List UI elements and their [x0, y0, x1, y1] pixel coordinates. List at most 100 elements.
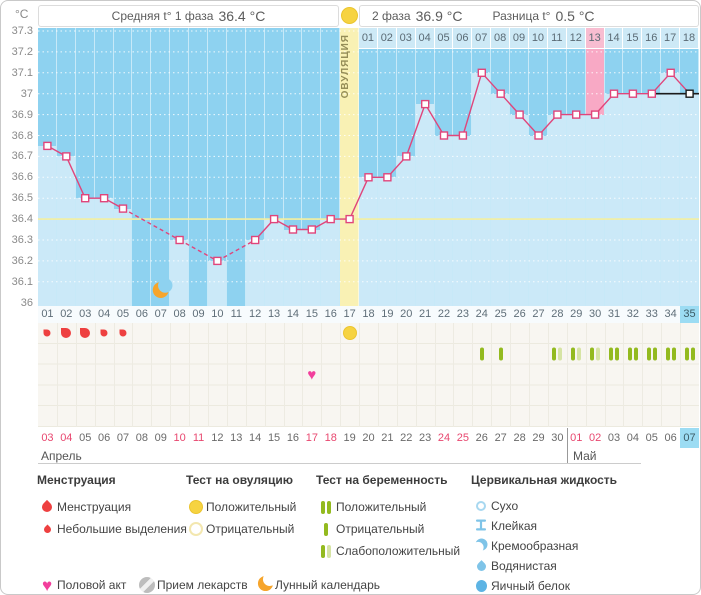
chart-day-column-13[interactable]	[264, 28, 284, 306]
chart-day-column-31[interactable]	[604, 28, 624, 306]
cycle-day-12[interactable]: 12	[249, 308, 262, 320]
date-10[interactable]: 10	[173, 432, 186, 444]
date-04[interactable]: 04	[626, 432, 640, 444]
chart-day-column-15[interactable]	[302, 28, 322, 306]
chart-day-column-27[interactable]	[529, 28, 548, 306]
chart-day-column-05[interactable]	[113, 28, 133, 306]
cycle-day-17[interactable]: 17	[343, 308, 356, 320]
date-08[interactable]: 08	[135, 432, 148, 444]
chart-day-column-09[interactable]	[189, 28, 208, 306]
cycle-day-16[interactable]: 16	[324, 308, 337, 320]
date-20[interactable]: 20	[362, 432, 375, 444]
chart-day-column-03[interactable]	[75, 28, 95, 306]
date-05[interactable]: 05	[79, 432, 92, 444]
cycle-day-11[interactable]: 11	[230, 308, 242, 320]
cycle-day-10[interactable]: 10	[211, 308, 224, 320]
cycle-day-13[interactable]: 13	[267, 308, 281, 320]
date-29[interactable]: 29	[532, 432, 545, 444]
chart-day-column-08[interactable]	[170, 28, 190, 306]
date-15[interactable]: 15	[267, 432, 281, 444]
date-04[interactable]: 04	[60, 432, 73, 444]
chart-day-column-35[interactable]	[680, 28, 699, 306]
date-07[interactable]: 07	[116, 432, 130, 444]
date-06[interactable]: 06	[97, 432, 111, 444]
date-26[interactable]: 26	[475, 432, 488, 444]
bbt-chart-plot[interactable]: ОВУЛЯЦИЯ	[38, 28, 699, 306]
date-27[interactable]: 27	[494, 432, 507, 444]
date-12[interactable]: 12	[211, 432, 224, 444]
cycle-day-04[interactable]: 04	[97, 308, 111, 320]
date-06[interactable]: 06	[664, 432, 677, 444]
chart-day-column-24[interactable]	[472, 28, 492, 306]
cycle-day-18[interactable]: 18	[362, 308, 375, 320]
chart-day-column-17[interactable]	[340, 28, 360, 306]
chart-day-column-22[interactable]	[434, 28, 454, 306]
chart-day-column-10[interactable]	[207, 28, 227, 306]
cycle-day-21[interactable]: 21	[419, 308, 432, 320]
chart-day-column-23[interactable]	[453, 28, 473, 306]
cycle-day-34[interactable]: 34	[664, 308, 677, 320]
cycle-day-09[interactable]: 09	[192, 308, 205, 320]
cycle-day-08[interactable]: 08	[173, 308, 186, 320]
cycle-day-14[interactable]: 14	[286, 308, 300, 320]
date-09[interactable]: 09	[154, 432, 167, 444]
chart-day-column-32[interactable]	[623, 28, 643, 306]
date-24[interactable]: 24	[437, 432, 451, 444]
cycle-day-03[interactable]: 03	[79, 308, 92, 320]
date-17[interactable]: 17	[305, 432, 318, 444]
date-19[interactable]: 19	[343, 432, 356, 444]
chart-day-column-28[interactable]	[547, 28, 567, 306]
date-14[interactable]: 14	[249, 432, 262, 444]
date-30[interactable]: 30	[551, 432, 564, 444]
cycle-day-28[interactable]: 28	[551, 308, 564, 320]
cycle-day-33[interactable]: 33	[645, 308, 658, 320]
chart-day-column-29[interactable]	[566, 28, 586, 306]
cycle-day-35[interactable]: 35	[680, 306, 699, 323]
chart-day-column-20[interactable]	[396, 28, 416, 306]
cycle-day-15[interactable]: 15	[305, 308, 318, 320]
chart-day-column-14[interactable]	[283, 28, 303, 306]
cycle-day-31[interactable]: 31	[607, 308, 621, 320]
chart-day-column-18[interactable]	[359, 28, 378, 306]
date-03[interactable]: 03	[607, 432, 621, 444]
date-28[interactable]: 28	[513, 432, 526, 444]
chart-day-column-11[interactable]	[227, 28, 246, 306]
chart-day-column-06[interactable]	[132, 28, 152, 306]
cycle-day-27[interactable]: 27	[532, 308, 545, 320]
chart-day-column-07[interactable]	[151, 28, 171, 306]
chart-day-column-16[interactable]	[321, 28, 341, 306]
date-01[interactable]: 01	[570, 432, 583, 444]
chart-day-column-21[interactable]	[415, 28, 435, 306]
chart-day-column-34[interactable]	[661, 28, 681, 306]
date-13[interactable]: 13	[230, 432, 243, 444]
date-11[interactable]: 11	[192, 432, 205, 444]
date-22[interactable]: 22	[400, 432, 413, 444]
date-02[interactable]: 02	[588, 432, 602, 444]
cycle-day-02[interactable]: 02	[60, 308, 73, 320]
date-16[interactable]: 16	[286, 432, 300, 444]
chart-day-column-02[interactable]	[56, 28, 76, 306]
cycle-day-06[interactable]: 06	[135, 308, 148, 320]
date-07[interactable]: 07	[680, 428, 699, 448]
date-21[interactable]: 21	[381, 432, 394, 444]
cycle-day-22[interactable]: 22	[437, 308, 451, 320]
date-05[interactable]: 05	[645, 432, 658, 444]
chart-day-column-12[interactable]	[245, 28, 265, 306]
cycle-day-05[interactable]: 05	[116, 308, 130, 320]
chart-day-column-26[interactable]	[510, 28, 530, 306]
chart-day-column-30[interactable]	[585, 28, 605, 306]
date-25[interactable]: 25	[456, 432, 470, 444]
chart-day-column-33[interactable]	[642, 28, 662, 306]
chart-day-column-01[interactable]	[38, 28, 57, 306]
chart-day-column-04[interactable]	[94, 28, 114, 306]
chart-day-column-19[interactable]	[377, 28, 397, 306]
cycle-day-25[interactable]: 25	[494, 308, 507, 320]
cycle-day-23[interactable]: 23	[456, 308, 470, 320]
date-03[interactable]: 03	[41, 432, 54, 444]
cycle-day-01[interactable]: 01	[41, 308, 54, 320]
date-18[interactable]: 18	[324, 432, 337, 444]
cycle-day-24[interactable]: 24	[475, 308, 488, 320]
cycle-day-07[interactable]: 07	[154, 308, 167, 320]
date-23[interactable]: 23	[419, 432, 432, 444]
cycle-day-29[interactable]: 29	[570, 308, 583, 320]
